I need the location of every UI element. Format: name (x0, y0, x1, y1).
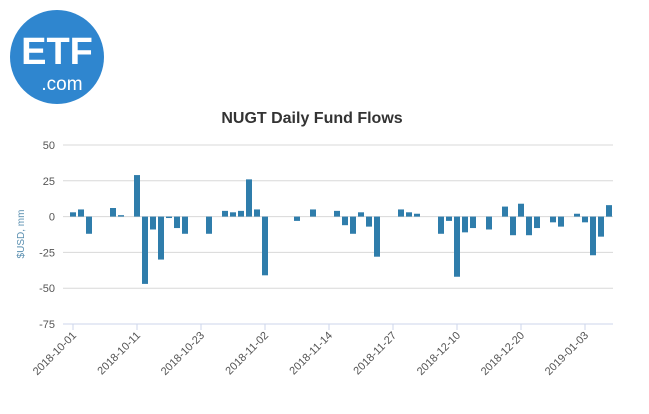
bar (334, 210, 340, 217)
logo-sub: .com (41, 74, 82, 95)
chart-title: NUGT Daily Fund Flows (221, 110, 402, 127)
bar (142, 216, 148, 284)
bar (70, 212, 76, 217)
bar (134, 175, 140, 217)
x-tick-label: 2018-11-02 (223, 330, 271, 378)
bar (78, 209, 84, 217)
bar (606, 205, 612, 217)
bar (462, 216, 468, 233)
bar (486, 216, 492, 230)
bar (110, 208, 116, 217)
bar (222, 210, 228, 217)
bar (118, 215, 124, 217)
bar (558, 216, 564, 227)
bar (518, 203, 524, 217)
bar (150, 216, 156, 230)
y-axis-label: $USD, mm (16, 210, 27, 259)
y-tick-label: 0 (49, 212, 55, 224)
bar (598, 216, 604, 237)
bar (158, 216, 164, 260)
y-tick-label: 25 (43, 176, 55, 188)
bar (174, 216, 180, 229)
bar (366, 216, 372, 227)
logo-main: ETF (21, 31, 93, 73)
bar (398, 209, 404, 217)
y-tick-label: -75 (39, 319, 55, 331)
x-tick-label: 2018-10-01 (31, 330, 79, 378)
bar (438, 216, 444, 234)
x-tick-label: 2018-11-14 (287, 330, 335, 378)
bar (526, 216, 532, 236)
bar (550, 216, 556, 223)
bar (350, 216, 356, 234)
bar (582, 216, 588, 223)
x-tick-label: 2018-12-20 (479, 330, 527, 378)
bar (534, 216, 540, 229)
bar (406, 212, 412, 217)
x-tick-label: 2018-10-11 (95, 330, 143, 378)
x-tick-label: 2018-12-10 (415, 330, 463, 378)
bar (454, 216, 460, 277)
bar (238, 210, 244, 217)
bar (262, 216, 268, 276)
bar (166, 216, 172, 219)
y-tick-label: -50 (39, 283, 55, 295)
bar (590, 216, 596, 256)
y-tick-label: 50 (43, 140, 55, 152)
bar (574, 213, 580, 217)
bar (358, 212, 364, 217)
x-tick-label: 2018-11-27 (351, 330, 399, 378)
logo: ETF .com (10, 10, 104, 104)
x-tick-label: 2018-10-23 (159, 330, 207, 378)
logo-circle (10, 10, 104, 104)
bar (374, 216, 380, 257)
bar (510, 216, 516, 236)
bar (294, 216, 300, 221)
bar (310, 209, 316, 217)
x-tick-label: 2019-01-03 (543, 330, 591, 378)
bar (230, 212, 236, 217)
y-tick-label: -25 (39, 247, 55, 259)
bar (182, 216, 188, 234)
bar (246, 179, 252, 217)
bar (342, 216, 348, 226)
bar (446, 216, 452, 221)
bar (502, 206, 508, 217)
bar (414, 213, 420, 217)
bar (254, 209, 260, 217)
bar (206, 216, 212, 234)
bar (86, 216, 92, 234)
bar (470, 216, 476, 229)
